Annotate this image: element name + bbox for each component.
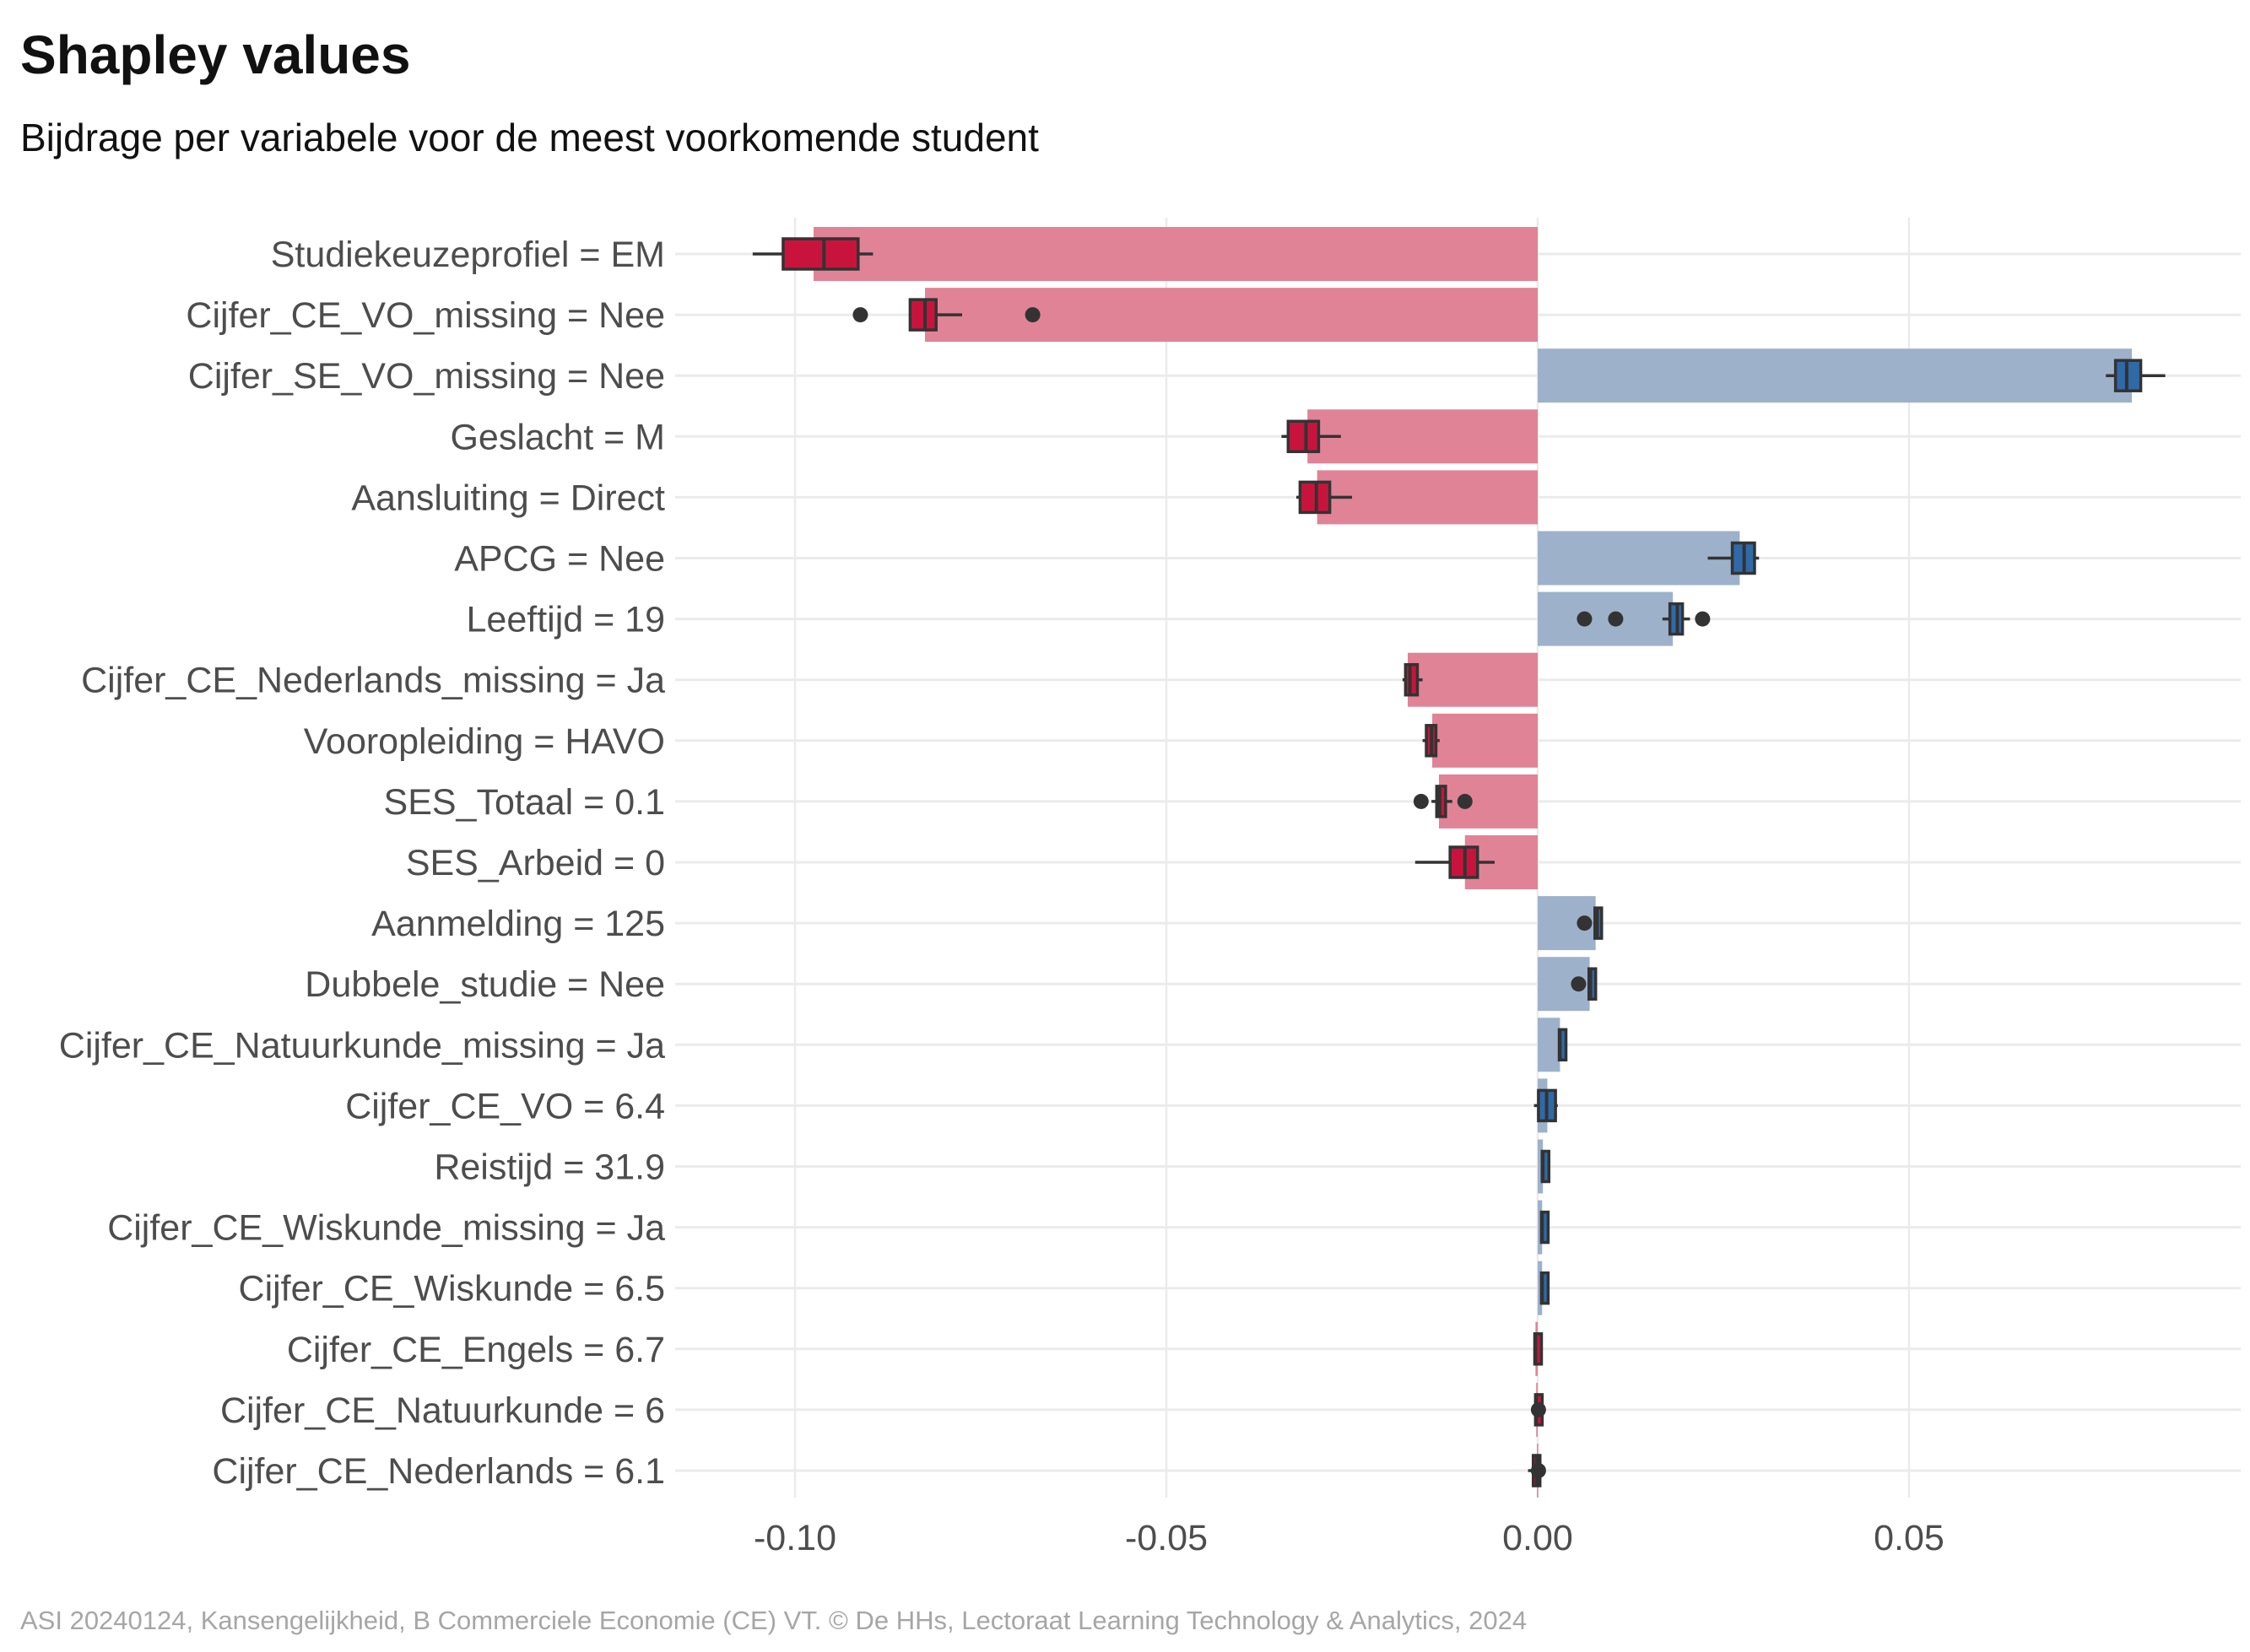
box-outlier bbox=[1530, 1401, 1546, 1417]
category-label: Cijfer_CE_Wiskunde_missing = Ja bbox=[107, 1208, 665, 1249]
shap-bar bbox=[1538, 1200, 1543, 1255]
category-label: Aanmelding = 125 bbox=[371, 904, 665, 944]
shap-bar bbox=[1432, 713, 1538, 768]
shap-bar bbox=[1317, 470, 1538, 525]
box-body bbox=[1286, 419, 1321, 454]
category-label: Cijfer_CE_Nederlands = 6.1 bbox=[212, 1451, 665, 1492]
box-outlier bbox=[1695, 611, 1711, 627]
category-label: Reistijd = 31.9 bbox=[434, 1147, 665, 1188]
shap-bar bbox=[1538, 1261, 1543, 1315]
category-label: SES_Totaal = 0.1 bbox=[384, 782, 665, 823]
label-layer: Studiekeuzeprofiel = EM Cijfer_CE_VO_miss… bbox=[59, 235, 1944, 1558]
category-label: Cijfer_CE_Wiskunde = 6.5 bbox=[239, 1269, 665, 1309]
category-label: Cijfer_CE_Nederlands_missing = Ja bbox=[81, 661, 665, 701]
shap-bar bbox=[1438, 774, 1538, 829]
x-tick-label: -0.10 bbox=[754, 1518, 836, 1558]
box-outlier bbox=[1608, 611, 1624, 627]
category-label: Geslacht = M bbox=[450, 417, 665, 457]
category-label: Cijfer_CE_VO = 6.4 bbox=[345, 1086, 665, 1126]
category-label: Cijfer_CE_Natuurkunde_missing = Ja bbox=[59, 1025, 665, 1066]
box-body bbox=[782, 237, 860, 271]
chart-caption: ASI 20240124, Kansengelijkheid, B Commer… bbox=[20, 1606, 1528, 1635]
chart-subtitle: Bijdrage per variabele voor de meest voo… bbox=[20, 116, 1039, 159]
category-label: Leeftijd = 19 bbox=[467, 600, 666, 640]
shap-bar bbox=[1538, 348, 2132, 403]
category-label: SES_Arbeid = 0 bbox=[406, 843, 665, 883]
x-tick-label: 0.00 bbox=[1502, 1518, 1573, 1558]
shap-bar bbox=[1538, 531, 1740, 586]
x-tick-label: -0.05 bbox=[1125, 1518, 1208, 1558]
shap-bar bbox=[925, 288, 1538, 343]
box-body bbox=[908, 298, 938, 332]
shap-bar bbox=[1538, 1018, 1560, 1072]
chart-title: Shapley values bbox=[20, 24, 411, 85]
category-label: APCG = Nee bbox=[454, 539, 665, 580]
box-outlier bbox=[1413, 793, 1429, 809]
shap-bar bbox=[814, 227, 1538, 281]
shap-bar bbox=[1408, 652, 1538, 707]
box-outlier bbox=[852, 307, 868, 323]
category-label: Cijfer_CE_VO_missing = Nee bbox=[186, 295, 665, 336]
shap-bar bbox=[1538, 1139, 1544, 1194]
shap-bar bbox=[1307, 409, 1538, 464]
box-outlier bbox=[1577, 915, 1593, 931]
category-label: Studiekeuzeprofiel = EM bbox=[271, 235, 665, 275]
category-label: Cijfer_CE_Natuurkunde = 6 bbox=[220, 1390, 665, 1431]
x-tick-label: 0.05 bbox=[1874, 1518, 1944, 1558]
box-outlier bbox=[1530, 1463, 1546, 1478]
box-outlier bbox=[1457, 793, 1473, 809]
category-label: Cijfer_SE_VO_missing = Nee bbox=[188, 356, 665, 397]
box-outlier bbox=[1577, 611, 1593, 627]
category-label: Dubbele_studie = Nee bbox=[305, 964, 665, 1005]
category-label: Cijfer_CE_Engels = 6.7 bbox=[287, 1330, 665, 1370]
category-label: Vooropleiding = HAVO bbox=[304, 721, 665, 762]
category-label: Aansluiting = Direct bbox=[351, 478, 665, 518]
shap-bar bbox=[1538, 591, 1674, 646]
box-outlier bbox=[1571, 976, 1587, 992]
box-outlier bbox=[1025, 307, 1041, 323]
box-layer bbox=[752, 237, 2166, 1487]
